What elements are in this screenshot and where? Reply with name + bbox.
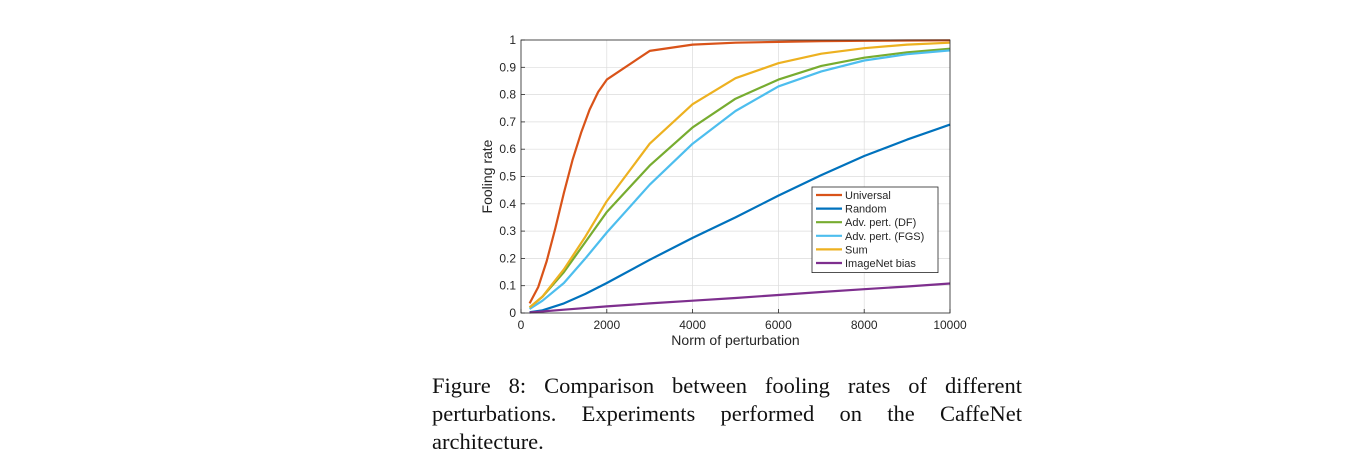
series-line-sum — [528, 41, 951, 309]
legend-entry-label: Adv. pert. (DF) — [845, 217, 916, 229]
series-line-adv-pert-fgs — [529, 49, 951, 310]
x-tick-label: 2000 — [593, 318, 620, 332]
figure-caption: Figure 8: Comparison between fooling rat… — [432, 373, 1022, 454]
x-tick-label: 6000 — [765, 318, 792, 332]
y-tick-label: 0.2 — [499, 251, 516, 265]
y-tick-label: 0.7 — [499, 115, 516, 129]
legend-entry-label: Universal — [845, 190, 891, 202]
y-tick-label: 0.4 — [499, 197, 516, 211]
y-tick-label: 0.6 — [499, 142, 516, 156]
legend-entry-label: Sum — [845, 244, 868, 256]
x-tick-label: 4000 — [679, 318, 706, 332]
y-axis-label: Fooling rate — [479, 139, 495, 213]
legend-box — [811, 186, 939, 273]
legend-entry-label: Adv. pert. (FGS) — [845, 231, 924, 243]
x-tick-label: 0 — [518, 318, 525, 332]
y-tick-label: 0.1 — [499, 279, 516, 293]
series-line-random — [529, 123, 951, 314]
legend-entry-label: ImageNet bias — [845, 258, 916, 270]
x-tick-label: 8000 — [851, 318, 878, 332]
y-tick-label: 0.9 — [499, 60, 516, 74]
y-tick-label: 0 — [509, 306, 516, 320]
x-tick-label: 10000 — [933, 318, 967, 332]
fooling-rate-chart: 0 2000 4000 6000 8000 10000 0 0.1 0.2 0.3 0.4 0.5 0.… — [479, 33, 967, 348]
series-line-adv-pert-df — [528, 47, 951, 309]
axis-ticks: 0 2000 4000 6000 8000 10000 0 0.1 0.2 0.3 0.4 0.5 0.… — [499, 33, 967, 332]
y-tick-label: 0.5 — [499, 170, 516, 184]
legend-entry-label: Random — [845, 204, 887, 216]
series-line-universal — [528, 39, 951, 304]
y-tick-label: 1 — [509, 33, 516, 47]
y-tick-label: 0.8 — [499, 88, 516, 102]
series-lines — [528, 39, 951, 314]
y-tick-label: 0.3 — [499, 224, 516, 238]
x-axis-label: Norm of perturbation — [671, 332, 799, 348]
series-line-imagenet-bias — [529, 282, 951, 314]
